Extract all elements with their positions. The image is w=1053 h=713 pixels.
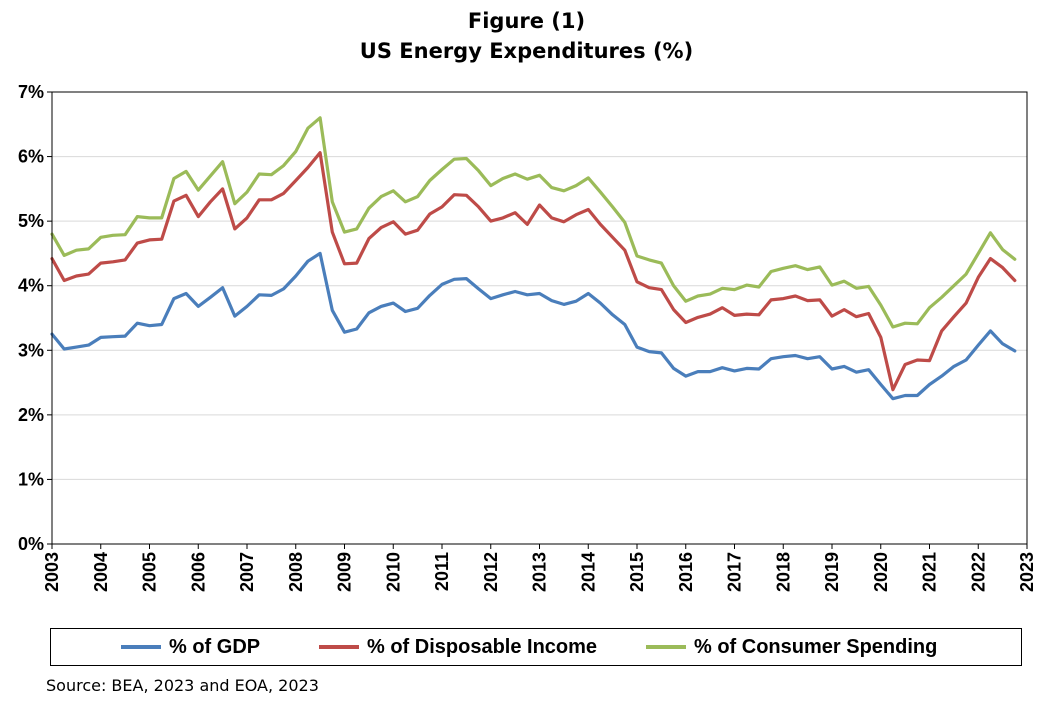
series-line-disposable-income <box>50 151 1017 392</box>
y-tick-label: 0% <box>18 534 44 554</box>
line-chart: 0%1%2%3%4%5%6%7% 2003 2004 2005 2006 2007 200… <box>18 82 1037 592</box>
x-tick-label: 2003 <box>42 552 62 592</box>
x-tick-label: 2012 <box>481 552 501 592</box>
x-tick-label: 2020 <box>871 552 891 592</box>
legend: % of GDP % of Disposable Income % of Con… <box>50 628 1022 666</box>
series-line-consumer-spending <box>50 116 1017 329</box>
x-tick-label: 2018 <box>773 552 793 592</box>
legend-item-disposable-income: % of Disposable Income <box>319 636 597 659</box>
y-tick-label: 7% <box>18 82 44 102</box>
x-tick-label: 2015 <box>627 552 647 592</box>
x-tick-label: 2013 <box>530 552 550 592</box>
x-tick-label: 2016 <box>676 552 696 592</box>
legend-item-consumer-spending: % of Consumer Spending <box>646 636 937 659</box>
chart-title: Figure (1) US Energy Expenditures (%) <box>0 6 1053 66</box>
y-tick-label: 2% <box>18 405 44 425</box>
legend-swatch-gdp <box>121 645 161 649</box>
x-tick-label: 2005 <box>140 552 160 592</box>
y-tick-label: 1% <box>18 469 44 489</box>
chart-title-line-1: Figure (1) <box>467 9 586 33</box>
legend-label-gdp: % of GDP <box>169 635 261 658</box>
y-tick-label: 6% <box>18 147 44 167</box>
x-tick-label: 2017 <box>725 552 745 592</box>
x-tick-label: 2006 <box>188 552 208 592</box>
x-tick-label: 2022 <box>968 552 988 592</box>
x-tick-label: 2014 <box>578 552 598 592</box>
x-tick-label: 2010 <box>383 552 403 592</box>
legend-swatch-disposable-income <box>319 645 359 649</box>
plot-area-frame <box>51 91 1028 545</box>
x-tick-label: 2023 <box>1017 552 1037 592</box>
chart-title-line-2: US Energy Expenditures (%) <box>359 39 694 63</box>
x-tick-label: 2019 <box>822 552 842 592</box>
series-line-gdp <box>50 251 1017 401</box>
series-lines <box>50 116 1017 401</box>
legend-swatch-consumer-spending <box>646 645 686 649</box>
y-tick-label: 3% <box>18 340 44 360</box>
x-tick-label: 2008 <box>286 552 306 592</box>
source-note: Source: BEA, 2023 and EOA, 2023 <box>46 676 319 695</box>
x-tick-label: 2007 <box>237 552 257 592</box>
y-tick-label: 4% <box>18 276 44 296</box>
x-axis-ticks: 2003 2004 2005 2006 2007 2008 2009 2010 2011 2012… <box>42 544 1037 592</box>
x-tick-label: 2011 <box>432 552 452 591</box>
legend-label-consumer-spending: % of Consumer Spending <box>694 635 938 658</box>
y-tick-label: 5% <box>18 211 44 231</box>
x-tick-label: 2021 <box>920 552 940 592</box>
legend-label-disposable-income: % of Disposable Income <box>367 635 598 658</box>
x-tick-label: 2009 <box>335 552 355 592</box>
y-axis-ticks: 0% 1% 2% 3% 4% 5% 6% 7% <box>18 82 52 554</box>
legend-item-gdp: % of GDP <box>121 636 260 659</box>
x-tick-label: 2004 <box>91 552 111 592</box>
